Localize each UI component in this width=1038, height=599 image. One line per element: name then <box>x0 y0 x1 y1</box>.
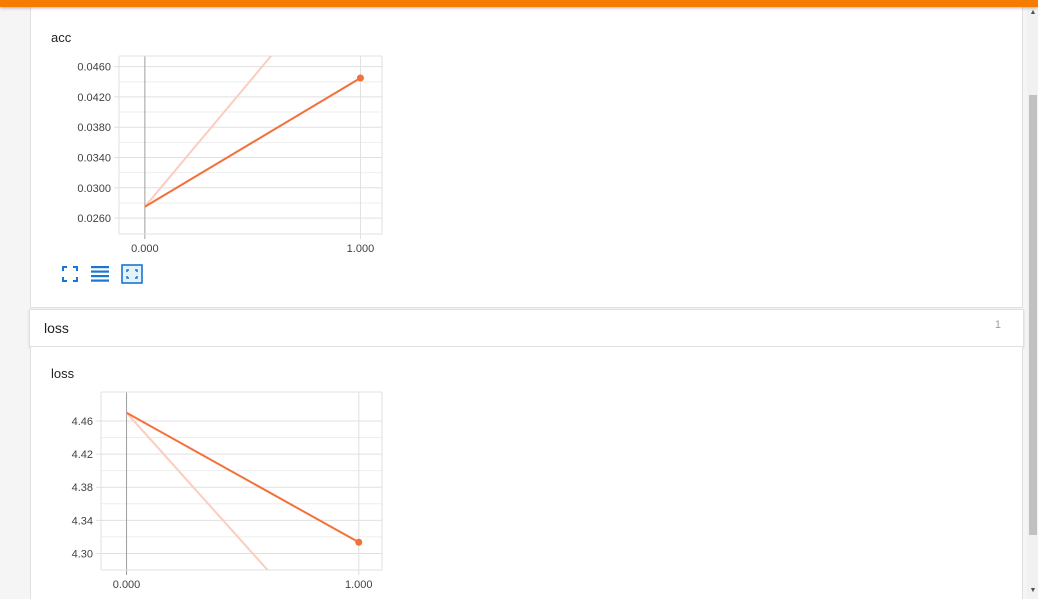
x-tick-label: 0.000 <box>113 579 141 591</box>
expand-chart-button[interactable] <box>121 264 143 284</box>
y-tick-label: 0.0420 <box>77 92 111 104</box>
scrollbar-thumb[interactable] <box>1029 95 1037 535</box>
series-last-point <box>356 74 364 82</box>
acc-chart-card: acc 0.0460 0.0420 0.0380 0.0340 0.0300 0.0260… <box>30 7 1023 308</box>
x-tick-label: 0.000 <box>131 243 159 255</box>
y-tick-label: 0.0260 <box>77 213 111 225</box>
acc-chart[interactable]: 0.0460 0.0420 0.0380 0.0340 0.0300 0.0260 0.00… <box>31 7 411 267</box>
series-line <box>126 411 360 544</box>
fit-domain-button[interactable] <box>60 264 80 284</box>
faded-series-line <box>125 412 269 570</box>
series-last-point <box>355 538 363 546</box>
fit-domain-icon <box>62 266 78 282</box>
loss-chart-card: loss 4.46 4.42 4.38 4.34 4.30 0.000 1.000 <box>30 347 1023 599</box>
y-tick-label: 4.38 <box>72 482 93 494</box>
x-tick-label: 1.000 <box>347 243 375 255</box>
loss-section-header[interactable]: loss 1 <box>29 309 1024 347</box>
y-tick-label: 4.42 <box>72 449 93 461</box>
toggle-log-scale-icon <box>91 266 109 282</box>
series-line <box>144 77 361 208</box>
y-tick-label: 4.46 <box>72 416 93 428</box>
loss-chart-title: loss <box>51 366 75 381</box>
scroll-up-arrow-icon[interactable]: ▲ <box>1029 9 1037 16</box>
section-title: loss <box>44 320 69 336</box>
toggle-log-scale-button[interactable] <box>90 264 110 284</box>
y-tick-label: 4.34 <box>72 515 93 527</box>
scroll-down-arrow-icon[interactable]: ▼ <box>1029 587 1037 594</box>
expand-chart-icon <box>121 264 143 284</box>
loss-chart[interactable]: 4.46 4.42 4.38 4.34 4.30 0.000 1.000 <box>31 347 411 599</box>
y-tick-label: 0.0460 <box>77 62 111 74</box>
y-tick-label: 0.0340 <box>77 152 111 164</box>
faded-series-line <box>144 56 273 208</box>
y-tick-label: 4.30 <box>72 548 93 560</box>
top-app-bar <box>0 0 1038 7</box>
section-count: 1 <box>994 319 1001 331</box>
acc-chart-title: acc <box>51 30 72 45</box>
y-tick-label: 0.0300 <box>77 183 111 195</box>
x-tick-label: 1.000 <box>345 579 373 591</box>
y-tick-label: 0.0380 <box>77 122 111 134</box>
